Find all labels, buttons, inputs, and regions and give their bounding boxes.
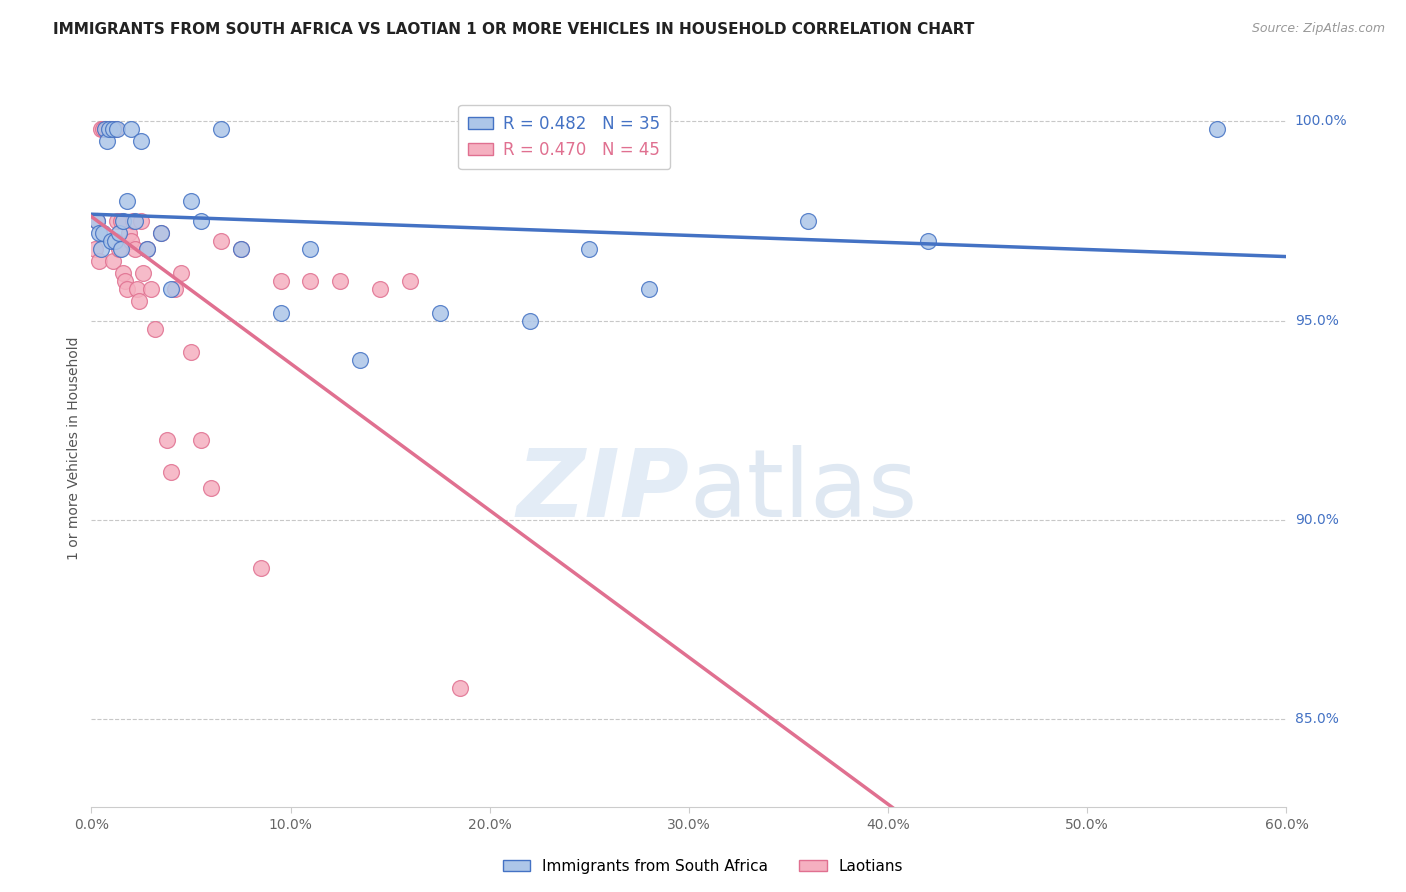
Point — [578, 242, 600, 256]
Point — [349, 353, 371, 368]
Point — [229, 242, 252, 256]
Point — [299, 274, 322, 288]
Point — [124, 214, 146, 228]
Point — [129, 134, 152, 148]
Text: ZIP: ZIP — [516, 445, 689, 537]
Point — [399, 274, 422, 288]
Point — [150, 226, 173, 240]
Legend: Immigrants from South Africa, Laotians: Immigrants from South Africa, Laotians — [496, 853, 910, 880]
Point — [797, 214, 820, 228]
Point — [105, 214, 128, 228]
Point — [136, 242, 159, 256]
Point — [124, 242, 146, 256]
Point — [180, 345, 202, 359]
Point — [93, 226, 115, 240]
Point — [118, 226, 141, 240]
Point — [105, 122, 128, 136]
Point — [170, 266, 193, 280]
Text: Source: ZipAtlas.com: Source: ZipAtlas.com — [1251, 22, 1385, 36]
Point — [104, 234, 127, 248]
Point — [96, 134, 118, 148]
Point — [299, 242, 322, 256]
Y-axis label: 1 or more Vehicles in Household: 1 or more Vehicles in Household — [67, 336, 82, 560]
Point — [110, 214, 132, 228]
Point — [1205, 122, 1227, 136]
Point — [115, 282, 138, 296]
Point — [127, 282, 149, 296]
Point — [114, 274, 136, 288]
Point — [190, 214, 212, 228]
Point — [110, 242, 132, 256]
Point — [90, 122, 112, 136]
Point — [128, 293, 150, 308]
Point — [638, 282, 661, 296]
Point — [329, 274, 352, 288]
Point — [90, 242, 112, 256]
Point — [120, 122, 142, 136]
Point — [108, 226, 131, 240]
Point — [98, 122, 121, 136]
Point — [209, 234, 232, 248]
Point — [156, 434, 179, 448]
Point — [200, 481, 222, 495]
Point — [136, 242, 159, 256]
Point — [112, 266, 135, 280]
Point — [93, 122, 115, 136]
Point — [94, 122, 117, 136]
Point — [180, 194, 202, 208]
Point — [100, 122, 122, 136]
Legend: R = 0.482   N = 35, R = 0.470   N = 45: R = 0.482 N = 35, R = 0.470 N = 45 — [458, 104, 671, 169]
Point — [449, 681, 471, 695]
Point — [141, 282, 162, 296]
Point — [108, 242, 131, 256]
Point — [160, 282, 183, 296]
Point — [86, 214, 108, 228]
Point — [917, 234, 939, 248]
Point — [132, 266, 155, 280]
Point — [115, 194, 138, 208]
Point — [103, 122, 125, 136]
Point — [160, 465, 183, 479]
Point — [98, 122, 121, 136]
Text: 90.0%: 90.0% — [1295, 513, 1339, 527]
Point — [519, 313, 541, 327]
Point — [270, 305, 292, 319]
Point — [270, 274, 292, 288]
Text: IMMIGRANTS FROM SOUTH AFRICA VS LAOTIAN 1 OR MORE VEHICLES IN HOUSEHOLD CORRELAT: IMMIGRANTS FROM SOUTH AFRICA VS LAOTIAN … — [53, 22, 974, 37]
Point — [190, 434, 212, 448]
Point — [103, 253, 125, 268]
Point — [129, 214, 152, 228]
Point — [229, 242, 252, 256]
Point — [120, 234, 142, 248]
Point — [122, 214, 145, 228]
Text: 100.0%: 100.0% — [1295, 114, 1347, 128]
Point — [163, 282, 186, 296]
Text: 95.0%: 95.0% — [1295, 314, 1339, 327]
Point — [429, 305, 451, 319]
Point — [100, 234, 122, 248]
Text: 85.0%: 85.0% — [1295, 713, 1339, 726]
Point — [89, 253, 111, 268]
Text: atlas: atlas — [689, 445, 917, 537]
Point — [84, 242, 107, 256]
Point — [249, 561, 271, 575]
Point — [94, 122, 117, 136]
Point — [150, 226, 173, 240]
Point — [112, 214, 135, 228]
Point — [86, 214, 108, 228]
Point — [143, 321, 166, 335]
Point — [209, 122, 232, 136]
Point — [368, 282, 391, 296]
Point — [96, 122, 118, 136]
Point — [89, 226, 111, 240]
Point — [104, 122, 127, 136]
